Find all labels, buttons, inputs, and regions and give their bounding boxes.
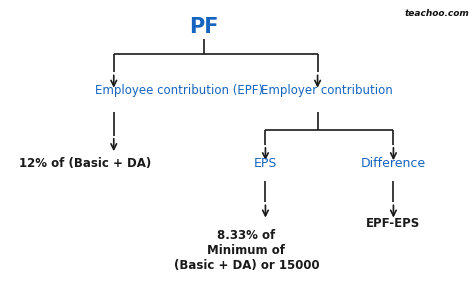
Text: PF: PF xyxy=(189,17,219,37)
Text: Employee contribution (EPF): Employee contribution (EPF) xyxy=(95,84,263,97)
Text: Employer contribution: Employer contribution xyxy=(261,84,392,97)
Text: 12% of (Basic + DA): 12% of (Basic + DA) xyxy=(19,156,151,170)
Text: 8.33% of
Minimum of
(Basic + DA) or 15000: 8.33% of Minimum of (Basic + DA) or 1500… xyxy=(173,229,319,272)
Text: teachoo.com: teachoo.com xyxy=(404,9,469,18)
Text: EPS: EPS xyxy=(254,156,277,170)
Text: Difference: Difference xyxy=(361,156,426,170)
Text: EPF-EPS: EPF-EPS xyxy=(366,217,420,230)
